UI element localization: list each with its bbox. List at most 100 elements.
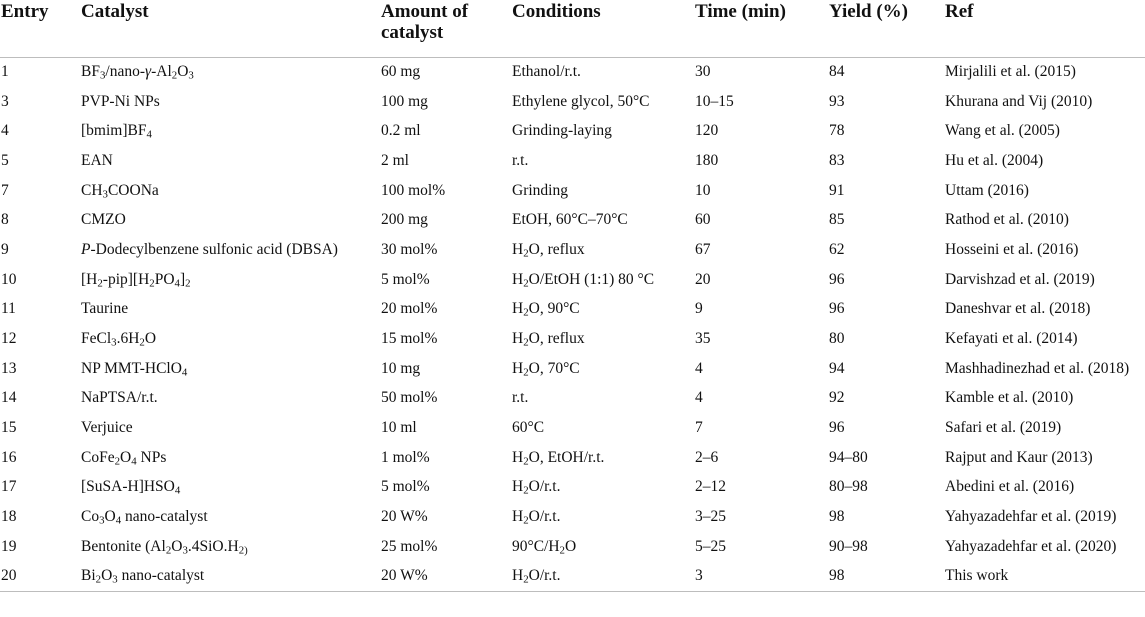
table-row: 13 NP MMT-HClO4 10 mg H2O, 70°C 4 94 Mashhadin… xyxy=(0,354,1145,384)
cell-entry: 17 xyxy=(1,478,17,496)
cell-time: 4 xyxy=(695,359,703,377)
comparison-table: Entry Catalyst Amount of catalyst Condit… xyxy=(0,0,1145,592)
cell-catalyst: CoFe2O4 NPs xyxy=(81,448,167,468)
cell-time: 3 xyxy=(695,567,703,585)
cell-entry: 19 xyxy=(1,537,17,555)
cell-amount: 1 mol% xyxy=(381,448,430,466)
cell-conditions: r.t. xyxy=(512,389,529,407)
cell-yield: 85 xyxy=(829,211,845,229)
cell-entry: 7 xyxy=(1,181,9,199)
cell-amount: 5 mol% xyxy=(381,478,430,496)
cell-ref: Uttam (2016) xyxy=(945,181,1029,199)
cell-catalyst: CMZO xyxy=(81,211,126,229)
header-amount: Amount of catalyst xyxy=(381,1,469,43)
cell-entry: 3 xyxy=(1,92,9,110)
cell-yield: 91 xyxy=(829,181,845,199)
table-row: 3 PVP-Ni NPs 100 mg Ethylene glycol, 50°C 10… xyxy=(0,87,1145,117)
cell-amount: 20 W% xyxy=(381,508,428,526)
table-row: 4 [bmim]BF4 0.2 ml Grinding-laying 120 78 Wang… xyxy=(0,116,1145,146)
cell-amount: 50 mol% xyxy=(381,389,438,407)
cell-time: 120 xyxy=(695,122,719,140)
cell-amount: 60 mg xyxy=(381,63,421,81)
table-row: 16 CoFe2O4 NPs 1 mol% H2O, EtOH/r.t. 2–6 94–8… xyxy=(0,443,1145,473)
cell-yield: 96 xyxy=(829,300,845,318)
cell-time: 35 xyxy=(695,330,711,348)
cell-ref: Kefayati et al. (2014) xyxy=(945,330,1078,348)
header-ref: Ref xyxy=(945,1,974,22)
cell-catalyst: EAN xyxy=(81,151,113,169)
cell-time: 20 xyxy=(695,270,711,288)
cell-catalyst: Verjuice xyxy=(81,419,133,437)
cell-ref: Khurana and Vij (2010) xyxy=(945,92,1093,110)
cell-time: 4 xyxy=(695,389,703,407)
cell-time: 67 xyxy=(695,240,711,258)
table-row: 20 Bi2O3 nano-catalyst 20 W% H2O/r.t. 3 98 Thi… xyxy=(0,562,1145,592)
cell-yield: 78 xyxy=(829,122,845,140)
cell-conditions: H2O/EtOH (1:1) 80 °C xyxy=(512,270,655,290)
header-yield: Yield (%) xyxy=(829,1,908,22)
cell-ref: Yahyazadehfar et al. (2019) xyxy=(945,508,1117,526)
cell-conditions: H2O, reflux xyxy=(512,330,585,349)
cell-conditions: H2O, reflux xyxy=(512,240,585,260)
cell-entry: 5 xyxy=(1,151,9,169)
cell-conditions: 90°C/H2O xyxy=(512,537,577,557)
cell-catalyst: CH3COONa xyxy=(81,181,159,201)
cell-ref: Daneshvar et al. (2018) xyxy=(945,300,1091,318)
cell-yield: 98 xyxy=(829,567,845,585)
table-row: 7 CH3COONa 100 mol% Grinding 10 91 Uttam (2016… xyxy=(0,176,1145,206)
cell-ref: Rathod et al. (2010) xyxy=(945,211,1069,229)
cell-catalyst: [H2-pip][H2PO4]2 xyxy=(81,270,191,290)
cell-time: 30 xyxy=(695,63,711,81)
table-row: 15 Verjuice 10 ml 60°C 7 96 Safari et al. (201… xyxy=(0,413,1145,443)
cell-yield: 93 xyxy=(829,92,845,110)
cell-conditions: r.t. xyxy=(512,151,529,169)
cell-conditions: H2O, 90°C xyxy=(512,300,580,320)
header-conditions: Conditions xyxy=(512,1,601,22)
cell-amount: 20 mol% xyxy=(381,300,438,318)
cell-amount: 0.2 ml xyxy=(381,122,421,140)
cell-ref: Mirjalili et al. (2015) xyxy=(945,63,1076,81)
cell-yield: 62 xyxy=(829,240,845,258)
cell-entry: 16 xyxy=(1,448,17,466)
cell-catalyst: Taurine xyxy=(81,300,129,318)
cell-amount: 25 mol% xyxy=(381,537,438,555)
table-header: Entry Catalyst Amount of catalyst Condit… xyxy=(0,0,1145,57)
cell-time: 10–15 xyxy=(695,92,734,110)
cell-yield: 94–80 xyxy=(829,448,868,466)
cell-ref: Abedini et al. (2016) xyxy=(945,478,1075,496)
table-row: 12 FeCl3.6H2O 15 mol% H2O, reflux 35 80 Kefaya… xyxy=(0,324,1145,354)
cell-ref: Yahyazadehfar et al. (2020) xyxy=(945,537,1117,555)
cell-catalyst: Co3O4 nano-catalyst xyxy=(81,508,208,527)
cell-time: 3–25 xyxy=(695,508,726,526)
cell-catalyst: Bi2O3 nano-catalyst xyxy=(81,567,205,586)
cell-catalyst: FeCl3.6H2O xyxy=(81,330,157,349)
cell-ref: Mashhadinezhad et al. (2018) xyxy=(945,359,1130,377)
table-row: 9 P-Dodecylbenzene sulfonic acid (DBSA) 30… xyxy=(0,235,1145,265)
cell-ref: Wang et al. (2005) xyxy=(945,122,1060,140)
table-row: 10 [H2-pip][H2PO4]2 5 mol% H2O/EtOH (1:1) 8… xyxy=(0,265,1145,295)
cell-time: 9 xyxy=(695,300,703,318)
cell-amount: 30 mol% xyxy=(381,240,438,258)
cell-catalyst: NP MMT-HClO4 xyxy=(81,359,188,379)
cell-yield: 90–98 xyxy=(829,537,868,555)
table-row: 19 Bentonite (Al2O3.4SiO.H2) 25 mol% 90°C/H… xyxy=(0,532,1145,562)
cell-amount: 10 mg xyxy=(381,359,421,377)
cell-conditions: EtOH, 60°C–70°C xyxy=(512,211,628,229)
cell-ref: Rajput and Kaur (2013) xyxy=(945,448,1093,466)
cell-amount: 15 mol% xyxy=(381,330,438,348)
cell-entry: 13 xyxy=(1,359,17,377)
cell-entry: 18 xyxy=(1,508,17,526)
cell-conditions: H2O/r.t. xyxy=(512,478,561,498)
cell-amount: 100 mol% xyxy=(381,181,446,199)
cell-yield: 83 xyxy=(829,151,845,169)
cell-yield: 98 xyxy=(829,508,845,526)
cell-entry: 4 xyxy=(1,122,9,140)
cell-ref: Hu et al. (2004) xyxy=(945,151,1044,169)
cell-entry: 9 xyxy=(1,240,9,258)
cell-entry: 12 xyxy=(1,330,17,348)
cell-ref: Safari et al. (2019) xyxy=(945,419,1062,437)
header-entry: Entry xyxy=(1,1,49,22)
cell-entry: 10 xyxy=(1,270,17,288)
header-row: Entry Catalyst Amount of catalyst Condit… xyxy=(0,0,1145,57)
table-row: 18 Co3O4 nano-catalyst 20 W% H2O/r.t. 3–25 98… xyxy=(0,502,1145,532)
